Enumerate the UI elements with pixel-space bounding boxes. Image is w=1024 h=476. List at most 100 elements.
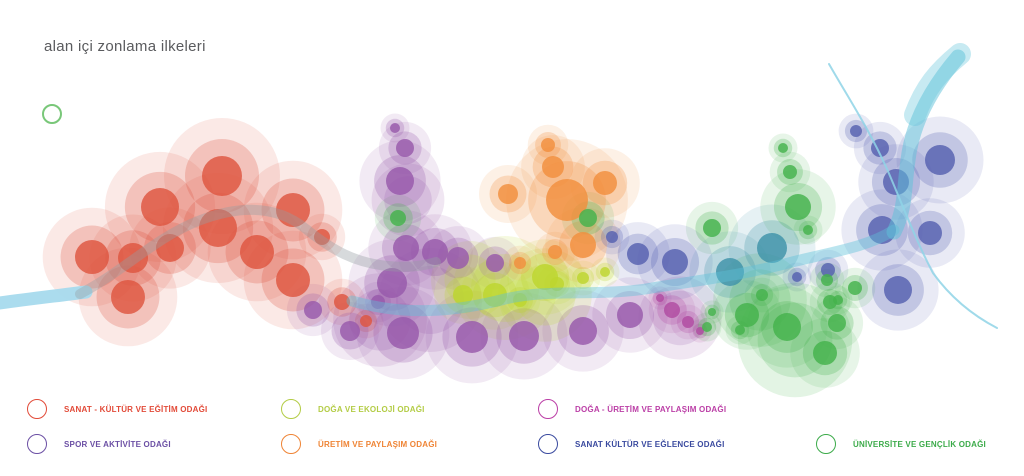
- lime-zone-bubble-outer: [453, 236, 557, 340]
- legend-circle-icon: [816, 434, 836, 454]
- teal-zone-bubble-core: [716, 258, 744, 286]
- red-zone-bubble-core: [314, 229, 330, 245]
- navy-zone-bubble-core: [792, 272, 802, 282]
- purple-zone-bubble-core: [390, 123, 400, 133]
- river-left: [0, 285, 93, 310]
- legend-label: ÜRETİM VE PAYLAŞIM ODAĞI: [318, 439, 438, 449]
- navy-zone-bubble-core: [627, 243, 649, 265]
- legend-label: SANAT - KÜLTÜR VE EĞİTİM ODAĞI: [64, 404, 208, 414]
- orange-zone-bubble-core: [498, 184, 518, 204]
- red-zone-bubble-core: [334, 294, 350, 310]
- lime-zone-bubble-core: [453, 285, 473, 305]
- legend-circle-icon: [27, 399, 47, 419]
- lime-zone-bubble-outer: [498, 248, 592, 342]
- legend-item: DOĞA - ÜRETİM VE PAYLAŞIM ODAĞI: [538, 397, 726, 421]
- river-mouth: [904, 43, 971, 126]
- purple-zone-bubble-core: [456, 321, 488, 353]
- lime-zone-bubble-core: [513, 293, 527, 307]
- legend-label: DOĞA - ÜRETİM VE PAYLAŞIM ODAĞI: [575, 404, 727, 414]
- green-zone-bubble-core: [823, 295, 837, 309]
- purple-zone-bubble-core: [377, 268, 407, 298]
- purple-zone-bubble-core: [386, 167, 414, 195]
- purple-zone-bubble-core: [340, 321, 360, 341]
- green-zone-bubble-core: [813, 341, 837, 365]
- green-zone-bubble-core: [778, 143, 788, 153]
- purple-zone-bubble-core: [447, 247, 469, 269]
- green-zone-bubble-core: [756, 289, 768, 301]
- green-zone-bubble-core: [390, 210, 406, 226]
- green-zone-bubble-core: [702, 322, 712, 332]
- orange-zone-bubble-core: [541, 138, 555, 152]
- navy-zone-bubble-core: [606, 231, 618, 243]
- green-zone-bubble-core: [735, 303, 759, 327]
- legend-item: SANAT KÜLTÜR VE EĞLENCE ODAĞI: [538, 432, 725, 456]
- legend-circle-icon: [281, 399, 301, 419]
- navy-zone-bubble-core: [884, 276, 912, 304]
- green-zone-bubble-core: [703, 219, 721, 237]
- magenta-zone-bubble-core: [682, 316, 694, 328]
- green-zone-bubble-core: [803, 225, 813, 235]
- lime-zone-bubble-core: [550, 277, 564, 291]
- magenta-zone-bubble-core: [664, 302, 680, 318]
- green-zone-bubble-core: [783, 165, 797, 179]
- purple-zone-bubble-core: [569, 317, 597, 345]
- purple-zone-bubble-core: [486, 254, 504, 272]
- purple-zone-bubble-core: [387, 317, 419, 349]
- green-zone-bubble-outer: [737, 282, 853, 398]
- purple-zone-bubble-mid: [396, 266, 464, 334]
- legend-label: SANAT KÜLTÜR VE EĞLENCE ODAĞI: [575, 439, 725, 449]
- magenta-zone-bubble-core: [696, 327, 704, 335]
- red-zone-bubble-core: [118, 243, 148, 273]
- orange-zone-bubble-core: [514, 257, 526, 269]
- green-zone-bubble-core: [579, 209, 597, 227]
- navy-zone-bubble-core: [662, 249, 688, 275]
- legend-circle-icon: [538, 399, 558, 419]
- navy-zone-bubble-core: [850, 125, 862, 137]
- legend-label: ÜNİVERSİTE VE GENÇLİK ODAĞI: [853, 439, 986, 449]
- navy-zone-bubble-core: [925, 145, 955, 175]
- purple-zone-bubble-core: [509, 321, 539, 351]
- green-zone-bubble-core: [735, 325, 745, 335]
- purple-zone-bubble-core: [422, 239, 448, 265]
- legend-circle-icon: [27, 434, 47, 454]
- orange-zone-bubble-core: [546, 179, 588, 221]
- green-zone-bubble-core: [785, 194, 811, 220]
- green-zone-bubble-core: [828, 314, 846, 332]
- orange-zone-bubble-core: [593, 171, 617, 195]
- purple-zone-bubble-core: [393, 235, 419, 261]
- red-zone-bubble-core: [75, 240, 109, 274]
- legend-item: ÜNİVERSİTE VE GENÇLİK ODAĞI: [816, 432, 986, 456]
- red-zone-bubble-core: [360, 315, 372, 327]
- orange-zone-bubble-core: [548, 245, 562, 259]
- red-zone-bubble-core: [111, 280, 145, 314]
- page-title: alan içi zonlama ilkeleri: [44, 38, 206, 55]
- purple-zone-bubble-core: [371, 295, 385, 309]
- valley-stream: [346, 224, 900, 317]
- green-outline-ring: [42, 104, 62, 124]
- purple-zone-bubble-core: [617, 302, 643, 328]
- red-zone-bubble-core: [202, 156, 242, 196]
- thin-stream: [828, 63, 998, 329]
- purple-zone-bubble-core: [304, 301, 322, 319]
- legend-label: DOĞA VE EKOLOJİ ODAĞI: [318, 404, 425, 414]
- legend-item: DOĞA VE EKOLOJİ ODAĞI: [281, 397, 425, 421]
- red-zone-bubble-core: [276, 193, 310, 227]
- lime-zone-bubble-core: [483, 283, 507, 307]
- green-zone-bubble-core: [773, 313, 801, 341]
- green-zone-bubble-core: [848, 281, 862, 295]
- red-zone-bubble-core: [156, 234, 184, 262]
- navy-zone-bubble-core: [918, 221, 942, 245]
- legend-circle-icon: [538, 434, 558, 454]
- lime-zone-bubble-core: [600, 267, 610, 277]
- legend-item: SANAT - KÜLTÜR VE EĞİTİM ODAĞI: [27, 397, 207, 421]
- legend-label: SPOR VE AKTİVİTE ODAĞI: [64, 439, 171, 449]
- red-zone-bubble-core: [276, 263, 310, 297]
- lime-zone-bubble-core: [577, 272, 589, 284]
- red-zone-bubble-core: [240, 235, 274, 269]
- legend-item: SPOR VE AKTİVİTE ODAĞI: [27, 432, 171, 456]
- teal-zone-bubble-core: [757, 233, 787, 263]
- legend-circle-icon: [281, 434, 301, 454]
- road: [75, 204, 441, 299]
